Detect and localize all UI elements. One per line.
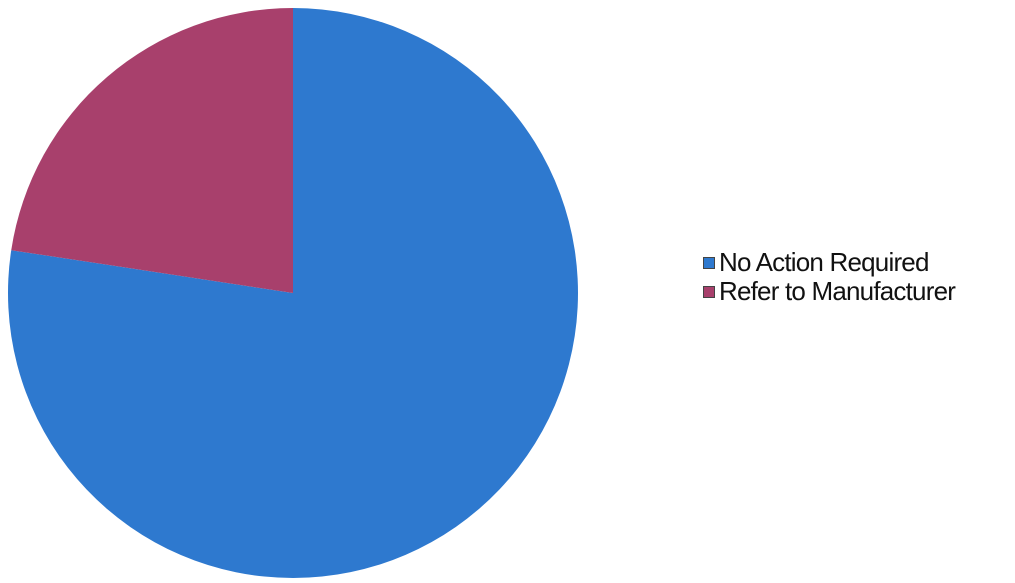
legend-label-no-action-required: No Action Required bbox=[719, 247, 929, 277]
legend-item-no-action-required: No Action Required bbox=[703, 248, 955, 277]
pie-slice-no-action-required bbox=[7, 8, 578, 578]
legend-item-refer-to-manufacturer: Refer to Manufacturer bbox=[703, 276, 956, 306]
legend: No Action Required Refer to Manufacturer bbox=[703, 248, 956, 306]
legend-label-refer-to-manufacturer: Refer to Manufacturer bbox=[719, 276, 956, 306]
pie-slice-refer-to-manufacturer bbox=[11, 8, 293, 293]
legend-swatch-refer-to-manufacturer bbox=[703, 285, 715, 298]
legend-swatch-no-action-required bbox=[703, 256, 715, 269]
